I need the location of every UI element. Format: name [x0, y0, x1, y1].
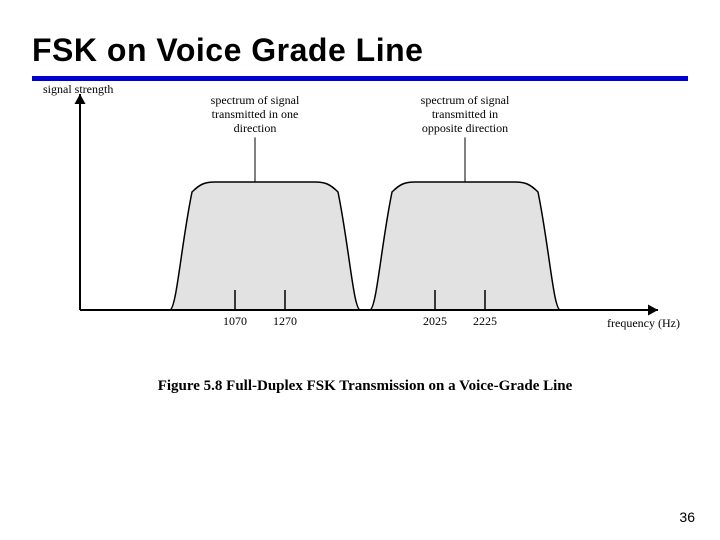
title-underline [32, 76, 688, 81]
spectrum-hump-0 [170, 182, 360, 310]
callout-right-spectrum: spectrum of signaltransmitted inopposite… [395, 94, 535, 135]
slide-title: FSK on Voice Grade Line [32, 32, 423, 69]
spectrum-hump-1 [370, 182, 560, 310]
freq-tick-label-2225: 2225 [473, 314, 497, 329]
figure-fsk-spectrum: signal strength frequency (Hz) spectrum … [50, 82, 680, 402]
spectrum-svg [50, 82, 680, 402]
freq-tick-label-1270: 1270 [273, 314, 297, 329]
y-axis-label: signal strength [43, 82, 113, 97]
freq-tick-label-2025: 2025 [423, 314, 447, 329]
slide: FSK on Voice Grade Line signal strength … [0, 0, 720, 540]
x-axis-arrow-icon [648, 305, 658, 316]
figure-caption: Figure 5.8 Full-Duplex FSK Transmission … [50, 378, 680, 395]
x-axis-label: frequency (Hz) [607, 316, 680, 331]
page-number: 36 [679, 509, 695, 525]
callout-left-spectrum: spectrum of signaltransmitted in onedire… [185, 94, 325, 135]
freq-tick-label-1070: 1070 [223, 314, 247, 329]
